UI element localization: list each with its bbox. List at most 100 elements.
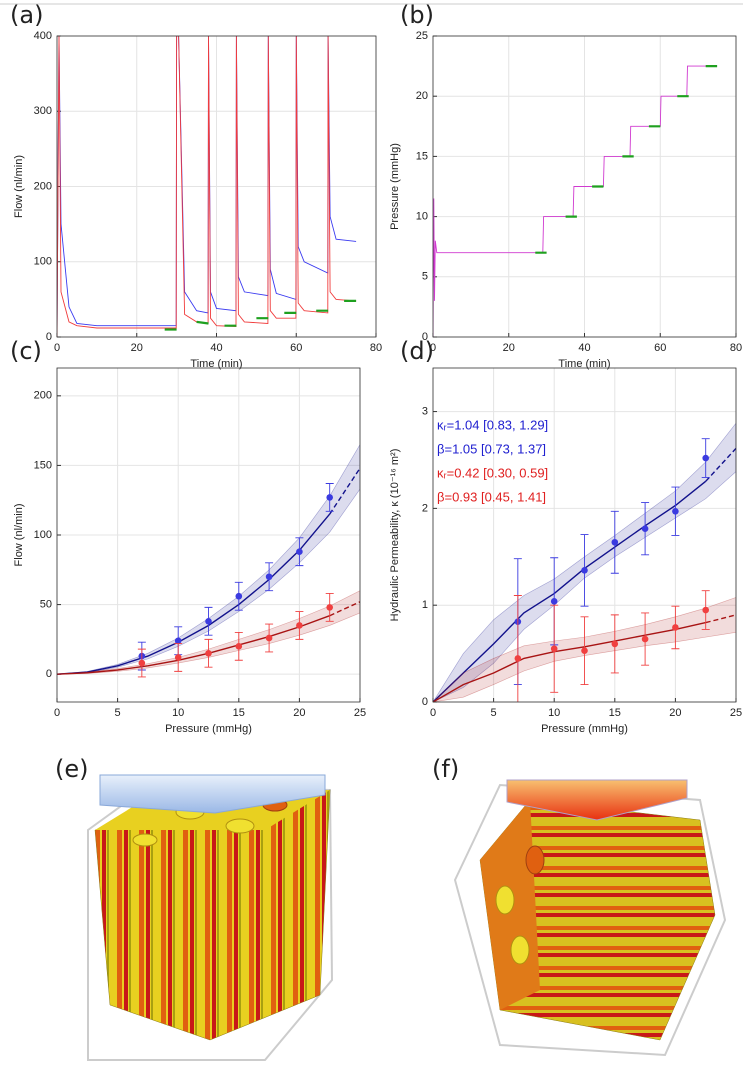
data-point xyxy=(672,507,679,515)
x-tick-label: 40 xyxy=(210,342,222,354)
data-point xyxy=(235,592,243,600)
flow-arrows xyxy=(99,774,326,814)
panel-label: (c) xyxy=(10,337,42,365)
fit-line xyxy=(57,513,331,675)
y-tick-label: 0 xyxy=(422,331,428,343)
x-tick-label: 10 xyxy=(172,707,184,719)
data-point xyxy=(702,454,709,462)
y-tick-label: 2 xyxy=(422,502,428,514)
axes-box xyxy=(56,35,377,338)
y-tick-label: 1 xyxy=(422,599,428,611)
x-tick-label: 15 xyxy=(609,707,621,719)
trace xyxy=(535,65,718,254)
data-point xyxy=(550,645,558,653)
data-point xyxy=(641,635,649,643)
data-point xyxy=(235,643,243,650)
x-tick-label: 25 xyxy=(730,707,742,719)
x-tick-label: 5 xyxy=(115,707,121,719)
plot-area xyxy=(433,422,736,702)
y-tick-label: 100 xyxy=(34,256,52,268)
axes-box xyxy=(432,35,737,338)
fiber-end xyxy=(495,885,515,915)
fiber-end xyxy=(510,935,530,965)
data-point xyxy=(702,606,709,614)
x-tick-label: 20 xyxy=(669,707,681,719)
x-tick-label: 20 xyxy=(131,342,143,354)
x-axis-label: Time (min) xyxy=(190,358,242,370)
y-tick-label: 3 xyxy=(422,405,428,417)
y-tick-label: 25 xyxy=(416,30,428,42)
x-tick-label: 60 xyxy=(654,342,666,354)
annotation: κᵣ=0.42 [0.30, 0.59] xyxy=(437,465,548,480)
annotation: β=1.05 [0.73, 1.37] xyxy=(437,441,546,456)
y-axis-label: Flow (nl/min) xyxy=(13,155,25,218)
x-tick-label: 0 xyxy=(54,707,60,719)
x-tick-label: 0 xyxy=(430,707,436,719)
x-tick-label: 15 xyxy=(233,707,245,719)
fit-extrapolation xyxy=(705,614,736,624)
panel-label: (d) xyxy=(400,337,434,365)
data-point xyxy=(581,647,588,654)
data-point xyxy=(514,655,522,662)
fit-line xyxy=(433,621,706,702)
data-point xyxy=(174,637,182,645)
x-tick-label: 25 xyxy=(354,707,366,719)
plot-area xyxy=(433,65,718,337)
x-axis-label: Pressure (mmHg) xyxy=(165,723,252,735)
axes-box xyxy=(432,367,737,703)
x-tick-label: 10 xyxy=(548,707,560,719)
y-tick-label: 0 xyxy=(46,331,52,343)
y-tick-label: 100 xyxy=(34,529,52,541)
y-tick-label: 15 xyxy=(416,150,428,162)
flow-arrows xyxy=(506,779,688,821)
y-tick-label: 300 xyxy=(34,105,52,117)
data-point xyxy=(174,654,182,661)
x-axis-label: Time (min) xyxy=(558,358,610,370)
x-tick-label: 5 xyxy=(491,707,497,719)
x-tick-label: 0 xyxy=(430,342,436,354)
data-point xyxy=(611,640,619,648)
y-tick-label: 150 xyxy=(34,459,52,471)
y-tick-label: 5 xyxy=(422,271,428,283)
fit-extrapolation xyxy=(329,601,360,617)
x-tick-label: 80 xyxy=(730,342,742,354)
image-e xyxy=(87,774,334,1061)
image-f xyxy=(453,779,727,1057)
x-tick-label: 40 xyxy=(578,342,590,354)
data-point xyxy=(611,538,619,546)
fiber-end xyxy=(132,833,158,847)
y-tick-label: 50 xyxy=(40,598,52,610)
y-axis-label: Hydraulic Permeability, κ (10⁻¹⁶ m²) xyxy=(389,449,401,622)
fit-line xyxy=(57,615,330,675)
y-axis-label: Flow (nl/min) xyxy=(13,504,25,567)
data-point xyxy=(265,634,273,642)
data-point xyxy=(296,548,303,555)
data-point xyxy=(138,659,146,667)
x-tick-label: 60 xyxy=(290,342,302,354)
trace xyxy=(164,299,357,331)
data-point xyxy=(326,494,334,501)
y-tick-label: 400 xyxy=(34,30,52,42)
data-point xyxy=(672,624,679,631)
panel-label: (e) xyxy=(55,755,89,783)
data-point xyxy=(205,649,212,657)
y-axis-label: Pressure (mmHg) xyxy=(389,143,401,230)
data-point xyxy=(205,617,212,625)
panel-label: (f) xyxy=(432,755,459,783)
fiber-end xyxy=(525,845,545,875)
data-point xyxy=(265,573,273,581)
fit-line xyxy=(433,480,707,702)
box-outline xyxy=(453,783,727,1057)
y-tick-label: 0 xyxy=(422,696,428,708)
y-tick-label: 10 xyxy=(416,211,428,223)
x-tick-label: 20 xyxy=(503,342,515,354)
panel-label: (a) xyxy=(10,1,43,29)
y-tick-label: 200 xyxy=(34,180,52,192)
x-tick-label: 20 xyxy=(293,707,305,719)
y-tick-label: 0 xyxy=(46,668,52,680)
y-tick-label: 20 xyxy=(416,90,428,102)
data-point xyxy=(296,622,303,629)
data-point xyxy=(550,598,558,605)
plot-area xyxy=(57,443,360,678)
